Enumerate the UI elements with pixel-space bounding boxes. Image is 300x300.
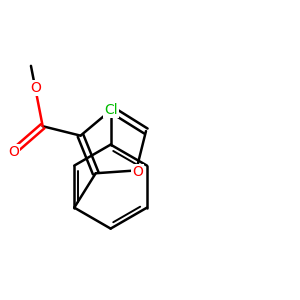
Text: Cl: Cl [104, 103, 117, 117]
Text: O: O [8, 145, 19, 159]
Text: O: O [30, 81, 41, 95]
Text: O: O [132, 165, 143, 179]
Text: N: N [104, 101, 114, 115]
